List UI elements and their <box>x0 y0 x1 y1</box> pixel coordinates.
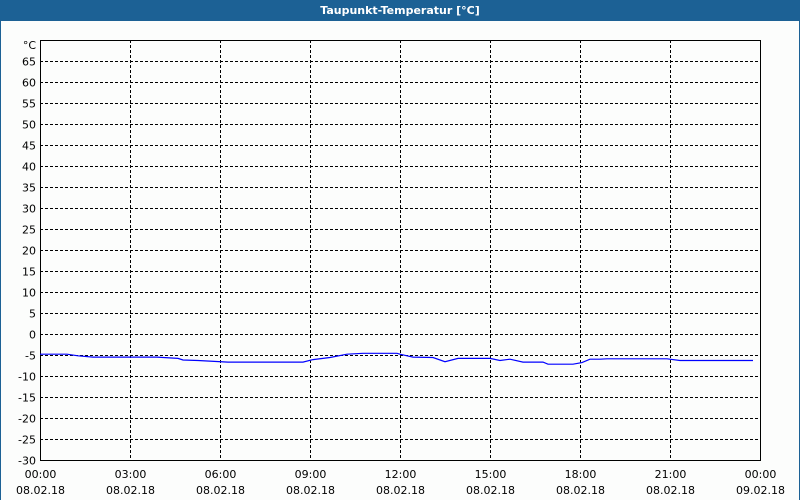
y-axis-unit: °C <box>23 39 37 52</box>
y-tick-label: 0 <box>29 329 36 342</box>
y-tick-label: -30 <box>18 455 36 468</box>
chart-title: Taupunkt-Temperatur [°C] <box>0 0 800 20</box>
y-tick-label: 60 <box>22 77 36 90</box>
x-tick-time: 03:00 <box>115 468 147 481</box>
y-tick-label: 10 <box>22 287 36 300</box>
x-tick-time: 21:00 <box>655 468 687 481</box>
y-tick-label: -10 <box>18 371 36 384</box>
x-tick-date: 09.02.18 <box>736 484 785 497</box>
series-line <box>40 352 753 365</box>
y-tick-label: 55 <box>22 98 36 111</box>
x-tick-date: 08.02.18 <box>196 484 245 497</box>
x-tick-date: 08.02.18 <box>466 484 515 497</box>
x-tick-time: 09:00 <box>295 468 327 481</box>
y-tick-label: 35 <box>22 182 36 195</box>
x-tick-date: 08.02.18 <box>556 484 605 497</box>
y-tick-label: 25 <box>22 224 36 237</box>
x-tick-date: 08.02.18 <box>106 484 155 497</box>
x-tick-time: 00:00 <box>745 468 777 481</box>
x-tick-time: 15:00 <box>475 468 507 481</box>
x-tick-time: 18:00 <box>565 468 597 481</box>
x-tick-time: 12:00 <box>385 468 417 481</box>
x-tick-time: 06:00 <box>205 468 237 481</box>
y-tick-label: -15 <box>18 392 36 405</box>
y-tick-label: 50 <box>22 119 36 132</box>
y-tick-label: 45 <box>22 140 36 153</box>
y-tick-label: -5 <box>25 350 36 363</box>
x-tick-date: 08.02.18 <box>646 484 695 497</box>
y-tick-label: 40 <box>22 161 36 174</box>
x-tick-date: 08.02.18 <box>286 484 335 497</box>
y-tick-label: 5 <box>29 308 36 321</box>
y-tick-label: 65 <box>22 56 36 69</box>
y-tick-label: -25 <box>18 434 36 447</box>
y-tick-label: 15 <box>22 266 36 279</box>
plot-frame <box>40 40 761 461</box>
x-tick-date: 08.02.18 <box>376 484 425 497</box>
y-tick-label: 20 <box>22 245 36 258</box>
x-tick-date: 08.02.18 <box>16 484 65 497</box>
x-tick-time: 00:00 <box>25 468 57 481</box>
y-tick-label: -20 <box>18 413 36 426</box>
y-tick-label: 30 <box>22 203 36 216</box>
